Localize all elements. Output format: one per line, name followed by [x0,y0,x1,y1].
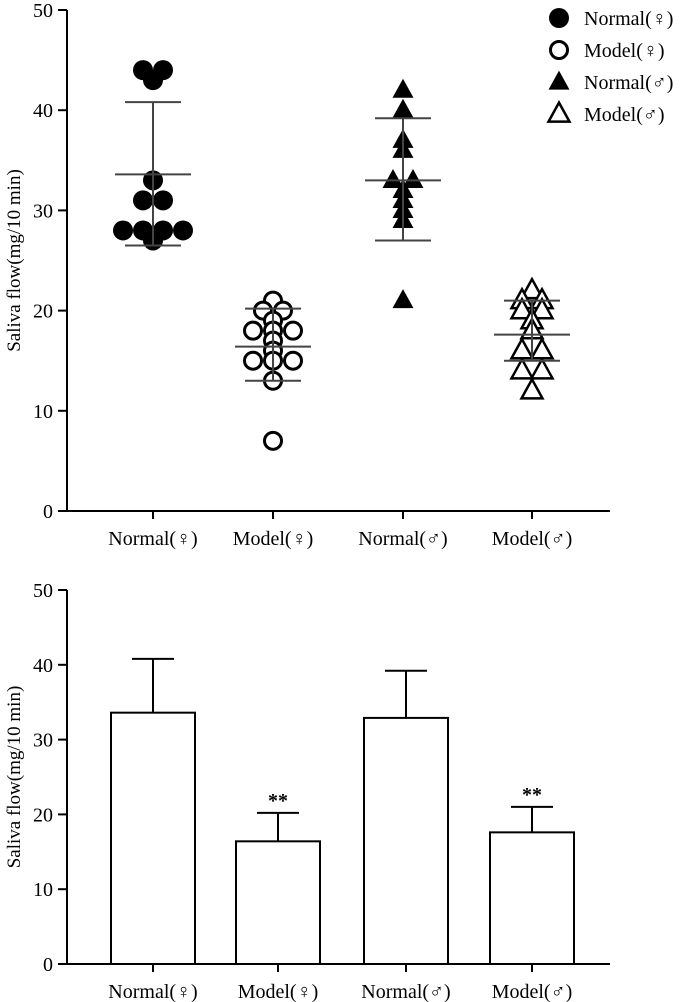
data-point [509,336,535,360]
data-point [133,190,153,211]
bar-panel: 0 10 20 30 40 50 Normal(♀) Model(♀) Normal(♂) Mod… [4,580,610,1002]
data-point [283,320,303,341]
x-category-label: Normal(♂) [358,528,447,550]
data-point [153,190,173,211]
data-point [392,289,414,309]
data-point [263,430,283,451]
data-point [243,350,263,371]
x-category-label: Normal(♀) [108,528,197,550]
data-point [173,220,193,241]
data-point [113,220,133,241]
significance-annotation: ** [522,784,542,806]
data-point [519,276,545,300]
legend-marker [546,100,572,123]
scatter-panel: 0 10 20 30 40 50 Normal(♀) Model(♀) Normal(♂) Mod… [4,0,673,550]
y-tick-label: 10 [33,879,53,901]
data-point [509,296,535,320]
y-tick-label: 50 [33,580,53,602]
bar [363,716,449,966]
y-tick-label: 20 [33,301,53,323]
y-tick-label: 50 [33,0,53,22]
bar [110,711,196,965]
x-category-label: Model(♂) [492,528,573,550]
data-point [402,168,424,188]
bar [489,831,575,965]
data-point [519,376,545,400]
x-category-label: Model(♀) [238,981,319,1002]
y-axis-title: Saliva flow(mg/10 min) [4,686,25,869]
y-tick-label: 30 [33,730,53,752]
y-tick-label: 0 [43,954,53,976]
y-axis-title: Saliva flow(mg/10 min) [4,169,25,352]
legend-label: Normal(♀) [584,8,673,30]
data-point [382,168,404,188]
data-point [392,98,414,118]
legend-label: Normal(♂) [584,72,673,94]
data-point [529,296,555,320]
y-tick-label: 20 [33,804,53,826]
legend-marker [549,40,569,60]
x-category-label: Model(♂) [492,981,573,1002]
y-tick-label: 40 [33,655,53,677]
data-point [529,336,555,360]
y-tick-label: 0 [43,501,53,523]
bar [235,840,321,965]
y-tick-label: 40 [33,100,53,122]
legend-marker [548,70,570,90]
x-category-label: Normal(♀) [108,981,197,1002]
y-tick-label: 10 [33,401,53,423]
data-point [243,320,263,341]
legend-label: Model(♂) [584,104,665,126]
legend-marker [549,8,569,28]
data-point [283,350,303,371]
x-category-label: Normal(♂) [361,981,450,1002]
data-point [529,356,555,380]
data-point [143,70,163,91]
data-point [509,356,535,380]
significance-annotation: ** [268,790,288,812]
x-category-label: Model(♀) [233,528,314,550]
legend-label: Model(♀) [584,40,665,62]
data-point [392,78,414,98]
y-tick-label: 30 [33,200,53,222]
